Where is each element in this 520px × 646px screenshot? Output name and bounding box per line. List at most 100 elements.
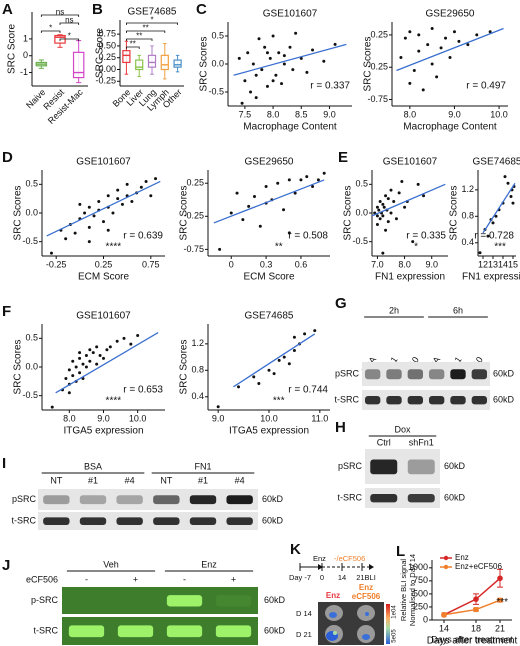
significance-bracket	[59, 38, 80, 41]
point	[277, 358, 281, 362]
significance-bracket	[126, 46, 140, 49]
size-label: 60kD	[493, 368, 515, 378]
y-tick-label: -1	[20, 67, 28, 77]
point	[386, 197, 390, 201]
point	[277, 51, 281, 55]
point	[247, 204, 251, 208]
point	[426, 43, 430, 47]
chart-title: GSE74685	[245, 311, 294, 322]
point	[254, 96, 258, 100]
point	[292, 348, 296, 352]
point	[81, 362, 85, 366]
point	[257, 382, 261, 386]
legend-label: Enz+eCF506	[455, 562, 502, 571]
x-axis-label: Days after treatment	[431, 634, 513, 644]
y-axis-label: SRC Scores	[449, 185, 460, 240]
point	[377, 208, 381, 212]
annotation: r = 0.337	[310, 81, 350, 92]
point	[322, 171, 326, 175]
band	[116, 495, 143, 505]
color-bar-label: 5e05	[392, 629, 398, 643]
row-label: pSRC	[335, 368, 360, 378]
point	[408, 30, 412, 34]
point	[503, 175, 507, 179]
x-axis-label: FN1 expression	[462, 272, 520, 283]
point	[282, 62, 286, 66]
significance-label: **	[142, 24, 148, 33]
band	[43, 517, 70, 525]
x-axis-label: ITGA5 expression	[63, 426, 143, 437]
panel-letter: G	[335, 295, 347, 312]
point	[430, 62, 434, 66]
y-tick-label: 1	[23, 33, 28, 43]
significance-bracket	[40, 30, 61, 33]
annotation: ***	[496, 597, 508, 608]
lane-label: #1	[88, 475, 98, 485]
point	[78, 202, 82, 206]
band	[153, 495, 180, 505]
point	[287, 178, 291, 182]
point	[87, 205, 91, 209]
point	[399, 56, 403, 60]
color-bar	[386, 604, 390, 644]
point	[422, 194, 426, 198]
timeline-label: -/eCF506	[334, 554, 365, 563]
band	[471, 396, 488, 405]
point	[88, 348, 92, 352]
point	[381, 251, 385, 255]
band	[226, 495, 253, 505]
point	[282, 208, 286, 212]
point	[271, 34, 275, 38]
x-tick-label: 10.0	[129, 413, 147, 423]
blot-strip	[365, 488, 440, 508]
row-label: t-SRC	[338, 492, 363, 502]
x-tick-label: 9.0	[323, 109, 336, 119]
point	[466, 43, 470, 47]
y-tick-label: 0.25	[186, 178, 204, 188]
band	[428, 396, 445, 405]
fit-line	[233, 333, 316, 388]
point	[267, 368, 271, 372]
point	[509, 194, 513, 198]
x-tick-label: 0.75	[142, 259, 160, 269]
point	[129, 342, 133, 346]
row-label: t-SRC	[34, 625, 59, 635]
point	[491, 221, 495, 225]
day-label: 21BLI	[356, 573, 376, 582]
y-tick-label: 1000	[408, 562, 428, 572]
point	[265, 84, 269, 88]
point	[444, 36, 448, 40]
point	[84, 365, 88, 369]
annotation: r = 0.744	[288, 385, 328, 396]
point	[375, 205, 379, 209]
point	[386, 220, 390, 224]
point	[299, 56, 303, 60]
x-tick-label: 7.0	[371, 259, 384, 269]
y-tick-label: 500	[413, 588, 428, 598]
significance-label: *	[68, 32, 71, 41]
box	[135, 59, 144, 71]
group-label: Enz	[201, 559, 217, 569]
lane-label: Ctrl	[377, 437, 391, 447]
panel-letter: K	[290, 541, 301, 558]
fit-line	[482, 182, 516, 234]
point	[375, 222, 379, 226]
significance-label: ****	[106, 242, 122, 253]
point	[78, 351, 82, 355]
x-axis-label: ITGA5 expression	[229, 426, 309, 437]
point	[452, 30, 456, 34]
x-tick-label: 0.25	[95, 259, 113, 269]
image-column-label: Enz	[359, 583, 373, 592]
y-axis-label: Normalised to Day 14	[408, 554, 417, 626]
annotation: r = 0.497	[466, 81, 506, 92]
point	[64, 237, 68, 241]
significance-label: *	[49, 24, 52, 33]
x-tick-label: 18	[471, 623, 481, 633]
panel-k: K Enz -/eCF506 Day -7 0 14 21BLI Enz Enz…	[289, 541, 398, 645]
x-tick-label: 14	[439, 623, 449, 633]
y-tick-label: 0.25	[98, 52, 116, 62]
point	[299, 178, 303, 182]
significance-bracket	[126, 38, 153, 41]
panel-letter: A	[2, 1, 13, 18]
box	[72, 51, 85, 79]
